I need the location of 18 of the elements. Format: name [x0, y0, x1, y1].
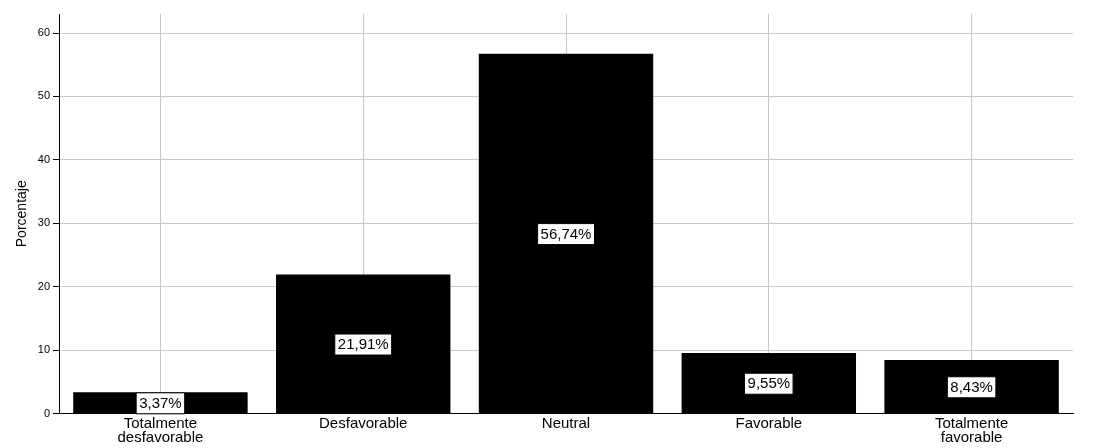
data-label: 56,74%: [540, 224, 592, 242]
data-label: 21,91%: [337, 335, 389, 353]
y-tick-label: 0: [43, 406, 51, 419]
y-tick-label: 30: [37, 216, 51, 229]
y-tick-label: 50: [37, 89, 51, 102]
y-tick-label: 20: [37, 279, 51, 292]
y-tick-label: 60: [37, 26, 51, 39]
x-tick-label: Totalmente favorable: [934, 413, 1009, 446]
x-tick-label: Favorable: [735, 413, 803, 431]
x-tick-label: Totalmente desfavorable: [117, 413, 204, 446]
x-tick-label: Desfavorable: [319, 413, 408, 431]
y-tick-label: 10: [37, 343, 51, 356]
data-label: 9,55%: [747, 374, 791, 392]
data-label: 8,43%: [950, 377, 993, 395]
y-axis-title: Porcentaje: [13, 180, 30, 248]
y-tick-label: 40: [37, 152, 51, 165]
data-label: 3,37%: [139, 393, 182, 411]
x-tick-label: Neutral: [541, 413, 591, 431]
